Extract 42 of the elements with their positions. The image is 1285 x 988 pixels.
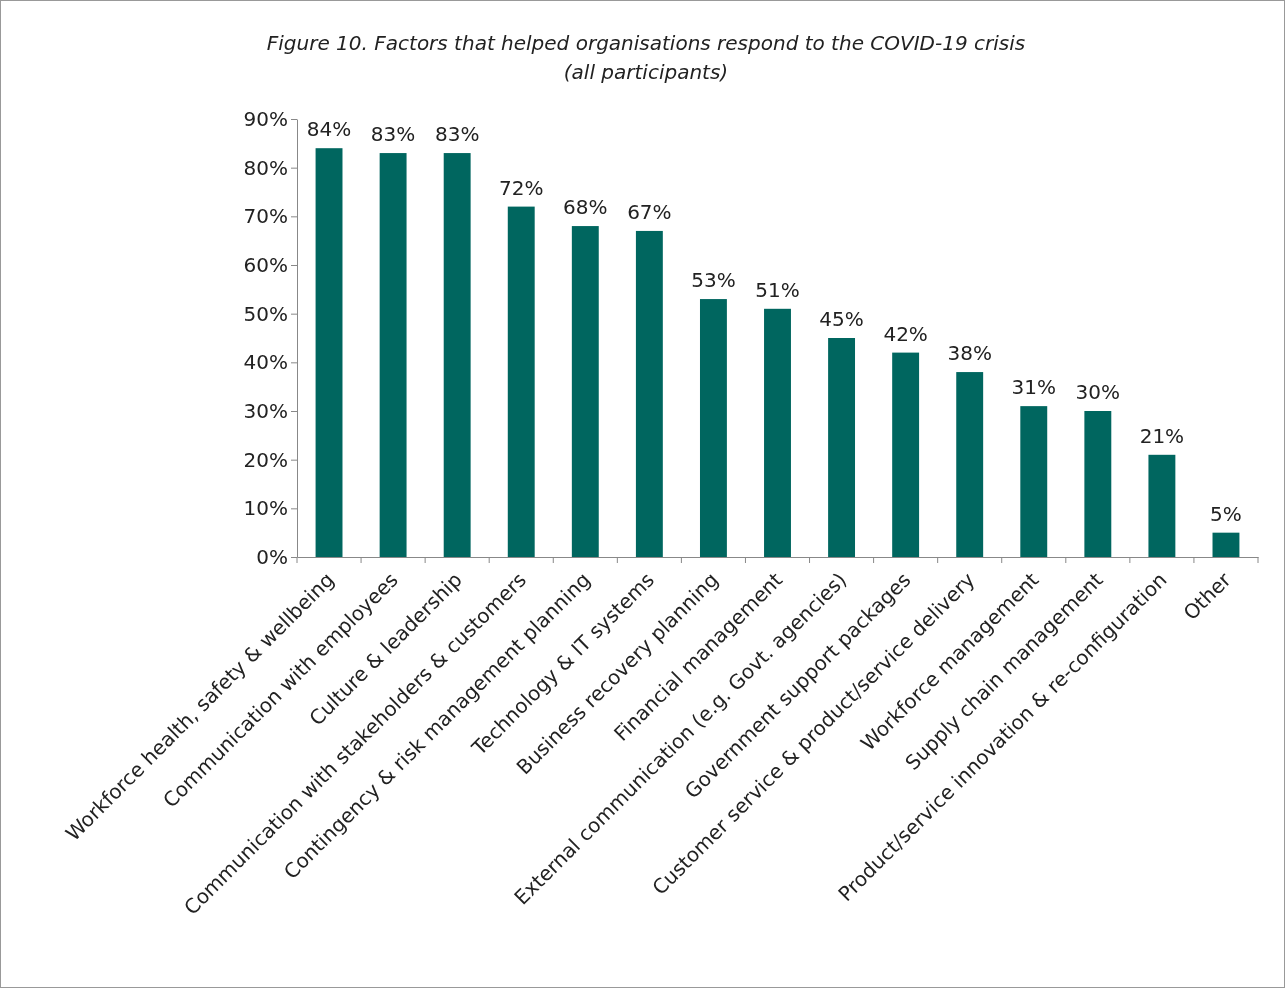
data-label: 30% (1075, 380, 1121, 404)
chart-title: Figure 10. Factors that helped organisations respond to the COVID-19 crisis (266, 31, 1026, 55)
data-label: 83% (370, 122, 416, 147)
y-tick-label: 20% (243, 447, 288, 472)
data-label: 42% (883, 321, 928, 346)
bar (1020, 406, 1048, 557)
data-label: 38% (947, 341, 992, 366)
data-label: 21% (1139, 423, 1185, 448)
bar (1084, 411, 1112, 557)
data-label: 68% (563, 195, 608, 220)
bar (1148, 454, 1176, 557)
data-label: 83% (434, 122, 480, 147)
bar (764, 308, 791, 557)
bar (1212, 532, 1240, 557)
bar (379, 153, 407, 557)
y-tick-label: 40% (243, 350, 288, 375)
bar (443, 153, 471, 557)
chart-subtitle: (all participants) (563, 60, 729, 84)
bar (699, 299, 727, 557)
y-tick-label: 30% (243, 398, 288, 423)
data-label: 53% (691, 268, 736, 293)
data-label: 72% (499, 175, 544, 200)
data-label: 31% (1011, 375, 1056, 400)
bar (635, 230, 663, 557)
data-label: 84% (306, 117, 352, 142)
bar (571, 226, 599, 557)
y-tick-label: 10% (243, 496, 288, 521)
bar (892, 352, 920, 557)
data-label: 5% (1210, 501, 1242, 526)
y-tick-label: 80% (243, 155, 288, 180)
y-tick-label: 0% (256, 544, 288, 569)
bar (315, 148, 343, 557)
bar (828, 338, 856, 557)
y-tick-label: 60% (243, 252, 288, 277)
data-label: 45% (819, 307, 864, 331)
data-label: 67% (627, 199, 672, 224)
y-tick-label: 50% (243, 301, 288, 326)
data-label: 51% (755, 277, 800, 302)
y-tick-label: 70% (243, 204, 288, 229)
bar (956, 372, 984, 557)
bar (507, 206, 535, 557)
y-tick-label: 90% (243, 106, 288, 131)
